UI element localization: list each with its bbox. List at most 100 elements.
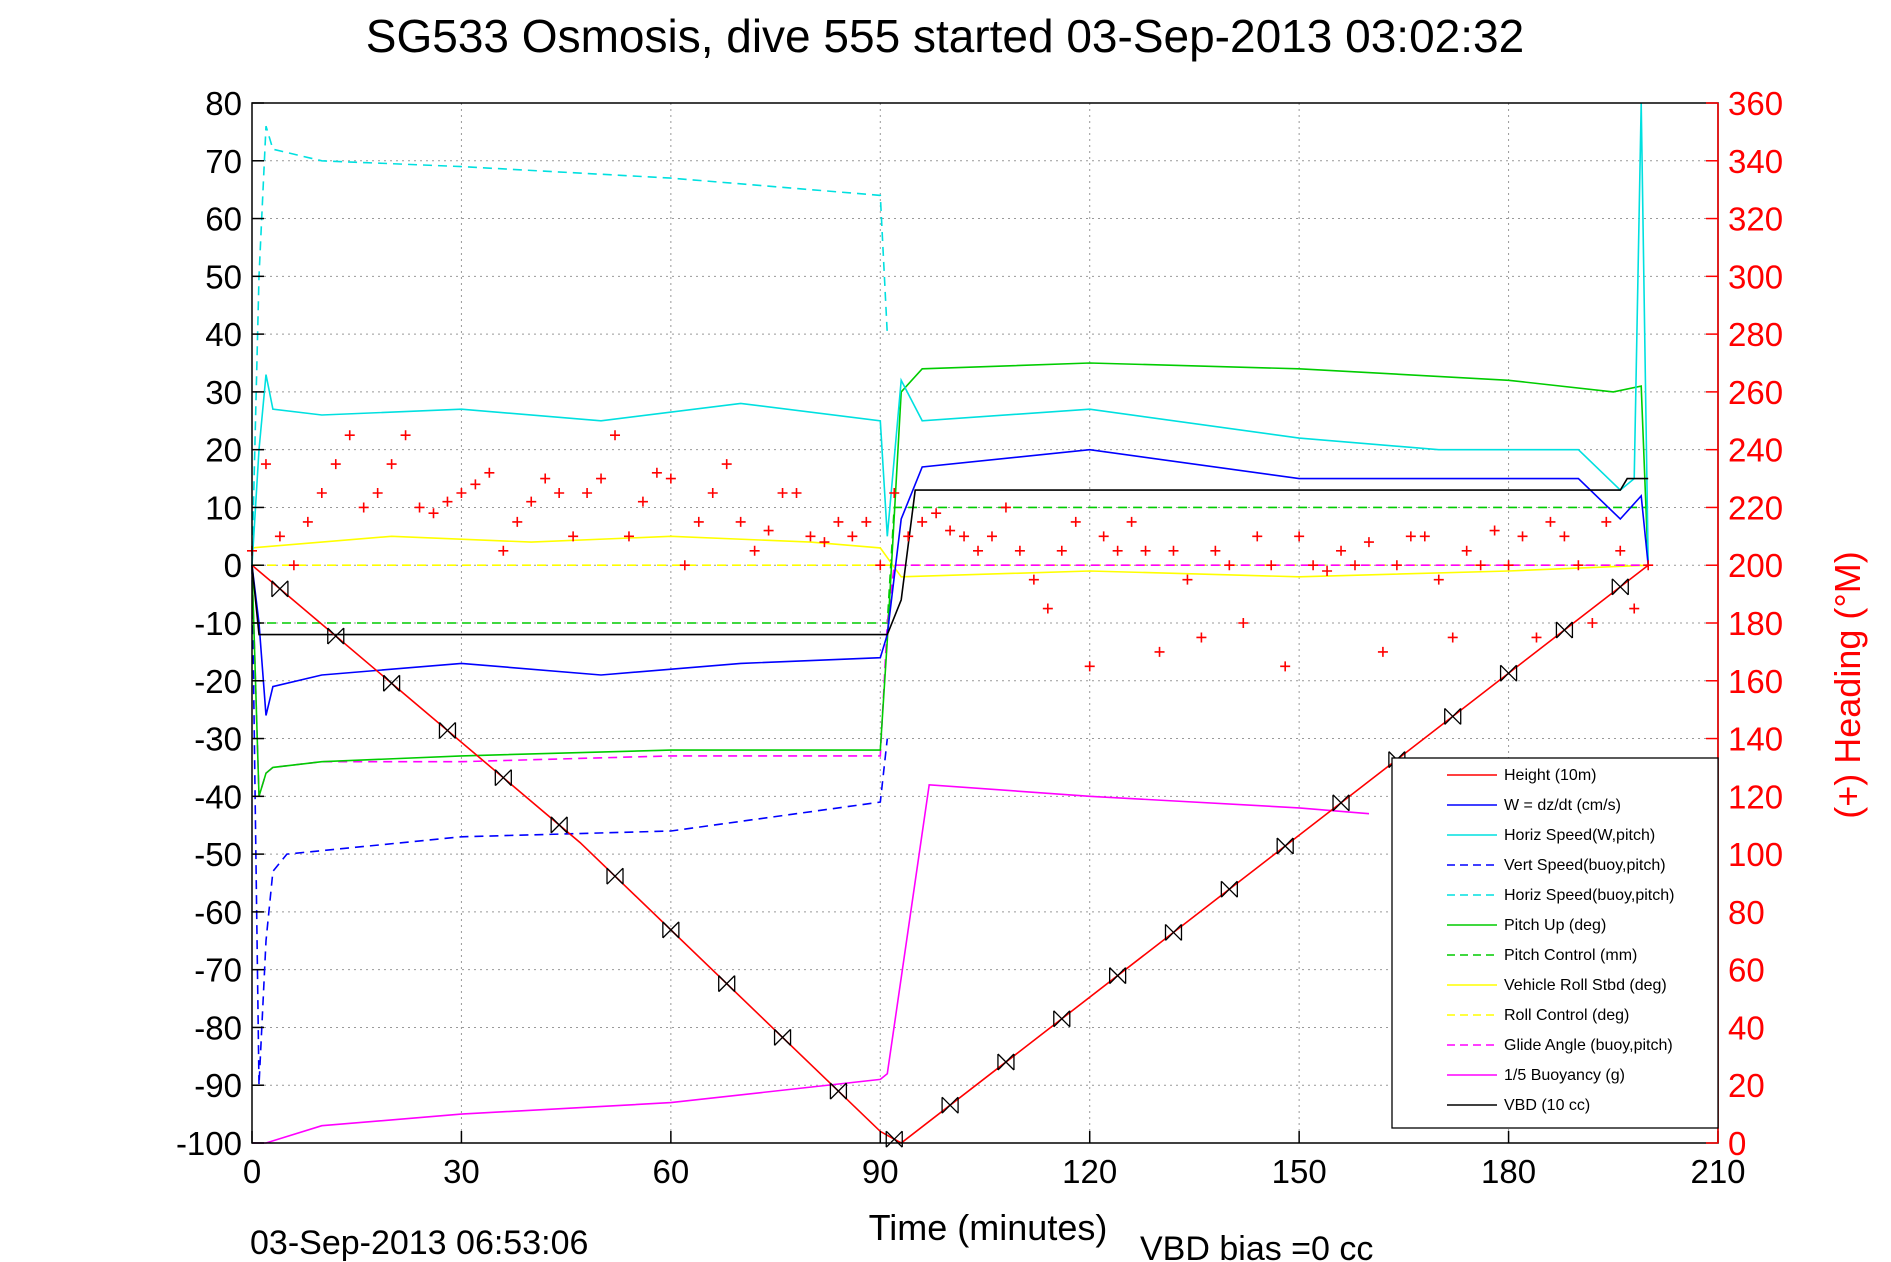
legend-entry-label: 1/5 Buoyancy (g) <box>1504 1067 1625 1084</box>
depth-marker <box>1276 837 1294 855</box>
y2-tick-label: 220 <box>1728 489 1783 526</box>
legend-entry-label: W = dz/dt (cm/s) <box>1504 797 1621 814</box>
heading-point <box>1587 618 1598 628</box>
depth-marker <box>382 674 401 692</box>
y2-tick-label: 140 <box>1728 721 1783 758</box>
y-tick-label: -40 <box>194 778 242 815</box>
heading-point <box>1349 560 1360 571</box>
chart-title: SG533 Osmosis, dive 555 started 03-Sep-2… <box>366 10 1524 62</box>
y2-tick-label: 0 <box>1728 1125 1746 1162</box>
heading-point <box>1112 545 1123 556</box>
depth-marker <box>885 1130 903 1148</box>
heading-point <box>973 545 984 556</box>
y2-tick-label: 360 <box>1728 85 1783 122</box>
heading-point <box>749 545 760 556</box>
heading-point <box>805 531 816 542</box>
series-line <box>252 783 1370 1144</box>
depth-marker <box>718 975 736 993</box>
heading-point <box>330 459 341 470</box>
depth-markers-layer <box>271 578 1629 1148</box>
legend-entry-label: Horiz Speed(buoy,pitch) <box>1504 887 1674 904</box>
heading-point <box>428 508 439 519</box>
y-tick-label: 10 <box>205 489 242 526</box>
heading-point <box>512 516 523 527</box>
heading-point <box>1042 603 1053 614</box>
heading-point <box>1601 516 1612 527</box>
y-tick-label: 30 <box>205 374 242 411</box>
heading-layer <box>247 430 1654 672</box>
y2-tick-label: 100 <box>1728 836 1783 873</box>
heading-point <box>1475 560 1486 571</box>
heading-point <box>1629 603 1640 614</box>
heading-point <box>1014 545 1025 556</box>
heading-point <box>1503 560 1514 571</box>
x-tick-label: 120 <box>1062 1153 1117 1190</box>
x-axis-label: Time (minutes) <box>869 1207 1108 1248</box>
y-tick-label: 0 <box>224 547 242 584</box>
heading-point <box>386 459 397 470</box>
legend-entry-label: Horiz Speed(W,pitch) <box>1504 827 1655 844</box>
heading-point <box>777 488 788 498</box>
heading-point <box>456 488 467 498</box>
series-line <box>251 535 1649 578</box>
heading-point <box>986 531 997 542</box>
heading-point <box>1391 560 1402 571</box>
y-axis-right-ticks: 3603403203002802602402202001801601401201… <box>1706 85 1783 1162</box>
depth-marker <box>550 816 568 834</box>
heading-point <box>1196 632 1207 643</box>
legend-entry-label: Glide Angle (buoy,pitch) <box>1504 1037 1673 1054</box>
y-axis-left-ticks: 80 70 60 50 40 30 20 10 0 -10 -20 -30 -40 -50 -60 -70 -8… <box>176 85 264 1162</box>
heading-point <box>1266 560 1277 571</box>
y-tick-label: -30 <box>194 721 242 758</box>
heading-point <box>875 560 886 571</box>
heading-point <box>414 502 425 513</box>
depth-marker <box>941 1096 959 1114</box>
depth-marker <box>997 1053 1015 1071</box>
y-tick-label: 60 <box>205 201 242 238</box>
heading-point <box>274 531 285 542</box>
x-tick-label: 60 <box>652 1153 689 1190</box>
heading-point <box>721 459 732 470</box>
depth-marker <box>1444 707 1462 725</box>
heading-point <box>596 473 607 484</box>
x-tick-label: 180 <box>1481 1153 1536 1190</box>
heading-point <box>1322 566 1333 576</box>
y-tick-label: -100 <box>176 1125 242 1162</box>
depth-marker <box>1053 1010 1071 1028</box>
y2-tick-label: 340 <box>1728 143 1783 180</box>
heading-point <box>735 516 746 527</box>
legend-box <box>1391 757 1719 1129</box>
depth-marker <box>1220 880 1238 898</box>
y2-tick-label: 260 <box>1728 374 1783 411</box>
heading-point <box>568 531 579 542</box>
heading-point <box>889 488 900 498</box>
depth-marker <box>662 921 680 939</box>
heading-point <box>1419 531 1430 542</box>
heading-point <box>1000 502 1011 513</box>
depth-marker <box>494 769 512 787</box>
x-tick-label: 30 <box>443 1153 480 1190</box>
heading-point <box>1531 632 1542 643</box>
y2-tick-label: 280 <box>1728 316 1783 353</box>
legend: Height (10m) W = dz/dt (cm/s) Horiz Speed(… <box>1391 757 1719 1129</box>
heading-point <box>1405 531 1416 542</box>
heading-point <box>1280 661 1291 672</box>
depth-marker <box>1164 923 1183 941</box>
heading-point <box>707 488 718 498</box>
heading-point <box>1489 525 1500 536</box>
heading-point <box>819 537 830 548</box>
y-tick-label: -90 <box>194 1067 242 1104</box>
heading-point <box>1573 560 1584 571</box>
heading-point <box>623 531 634 542</box>
heading-point <box>1126 516 1137 527</box>
heading-point <box>651 467 662 478</box>
y-tick-label: 70 <box>205 143 242 180</box>
y2-tick-label: 20 <box>1728 1067 1765 1104</box>
heading-point <box>1028 574 1039 585</box>
series-line <box>251 565 889 1086</box>
x-tick-label: 150 <box>1272 1153 1327 1190</box>
heading-point <box>1517 531 1528 542</box>
heading-point <box>861 516 872 527</box>
y2-tick-label: 300 <box>1728 258 1783 295</box>
heading-point <box>903 531 914 542</box>
